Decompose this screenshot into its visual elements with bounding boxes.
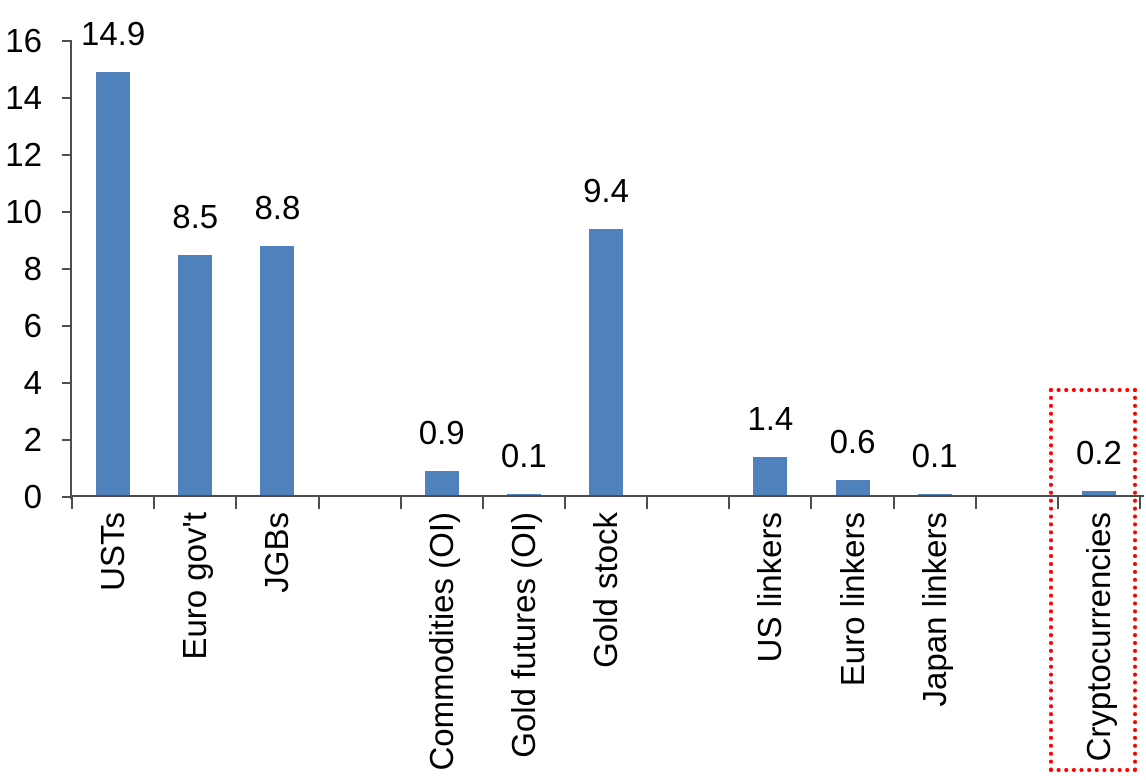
bar-euro-linkers <box>835 479 870 497</box>
x-axis-tick <box>399 497 402 509</box>
bar-cryptocurrencies <box>1081 491 1116 497</box>
bar-gold-stock <box>589 229 623 497</box>
x-axis-tick <box>810 497 813 509</box>
y-axis-tick-label: 12 <box>5 136 42 173</box>
x-axis-tick <box>728 497 731 509</box>
value-label-usts: 14.9 <box>80 15 146 53</box>
value-label-euro-gov-t: 8.5 <box>172 197 219 235</box>
value-label-us-linkers: 1.4 <box>747 400 794 438</box>
bar-us-linkers <box>753 457 788 497</box>
x-axis-label-usts: USTs <box>94 512 132 591</box>
x-axis-tick <box>317 497 320 509</box>
x-axis-tick <box>563 497 566 509</box>
bar-jgbs <box>260 246 295 497</box>
y-axis-tick-label: 0 <box>23 478 42 515</box>
x-axis-label-commodities-oi: Commodities (OI) <box>422 512 460 771</box>
y-axis-tick <box>62 40 72 42</box>
x-axis-tick <box>153 497 156 509</box>
x-axis-label-gold-futures-oi: Gold futures (OI) <box>504 512 542 758</box>
x-axis-tick <box>481 497 484 509</box>
y-axis-tick-label: 16 <box>5 22 42 59</box>
highlight-box-cryptocurrencies <box>1048 388 1137 772</box>
y-axis-tick <box>62 496 72 498</box>
value-label-japan-linkers: 0.1 <box>911 437 958 475</box>
x-axis-label-gold-stock: Gold stock <box>587 512 624 668</box>
y-axis-tick <box>62 382 72 384</box>
value-label-jgbs: 8.8 <box>254 189 301 227</box>
value-label-gold-futures-oi: 0.1 <box>500 437 547 475</box>
x-axis-tick <box>974 497 977 509</box>
x-axis-label-euro-gov-t: Euro gov't <box>176 512 214 660</box>
y-axis-tick-label: 6 <box>23 307 42 344</box>
y-axis-tick <box>62 268 72 270</box>
y-axis-tick <box>62 211 72 213</box>
y-axis-tick <box>62 325 72 327</box>
value-label-euro-linkers: 0.6 <box>829 422 876 460</box>
x-axis-tick <box>1139 497 1141 509</box>
bar-usts <box>96 72 131 497</box>
x-axis-label-us-linkers: US linkers <box>751 512 789 663</box>
y-axis-tick <box>62 97 72 99</box>
y-axis-tick-label: 10 <box>5 193 42 230</box>
value-label-commodities-oi: 0.9 <box>418 414 465 452</box>
x-axis-tick <box>892 497 895 509</box>
y-axis-tick-label: 2 <box>23 421 42 458</box>
y-axis-tick-label: 14 <box>5 79 42 116</box>
y-axis-tick-label: 4 <box>23 364 42 401</box>
x-axis-tick <box>1056 497 1059 509</box>
bar-commodities-oi <box>424 471 459 498</box>
y-axis-line <box>70 41 72 499</box>
x-axis-tick <box>71 497 73 509</box>
value-label-gold-stock: 9.4 <box>583 172 629 210</box>
y-axis-tick <box>62 439 72 441</box>
bar-euro-gov-t <box>178 254 213 498</box>
x-axis-label-japan-linkers: Japan linkers <box>915 512 953 707</box>
y-axis-tick <box>62 154 72 156</box>
x-axis-label-euro-linkers: Euro linkers <box>833 512 871 687</box>
x-axis-tick <box>646 497 649 509</box>
value-label-cryptocurrencies: 0.2 <box>1075 434 1122 472</box>
x-axis-tick <box>235 497 238 509</box>
y-axis-tick-label: 8 <box>23 250 42 287</box>
x-axis-line <box>70 495 1144 497</box>
x-axis-label-jgbs: JGBs <box>258 512 296 593</box>
